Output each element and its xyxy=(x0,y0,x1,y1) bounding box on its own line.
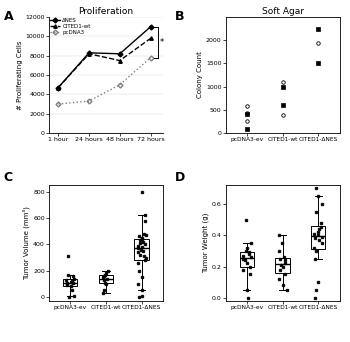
ΔNES xyxy=(118,52,122,56)
ΔNES xyxy=(148,25,153,29)
Text: B: B xyxy=(175,10,184,23)
Y-axis label: Tumor Weight (g): Tumor Weight (g) xyxy=(202,213,209,273)
Title: Proliferation: Proliferation xyxy=(78,7,133,16)
pcDNA3 xyxy=(56,102,60,106)
pcDNA3 xyxy=(118,83,122,87)
Y-axis label: # Proliferating Cells: # Proliferating Cells xyxy=(16,40,22,110)
PathPatch shape xyxy=(275,258,290,273)
PathPatch shape xyxy=(99,275,113,283)
CITED1-wt xyxy=(87,52,91,56)
Text: *: * xyxy=(160,38,164,47)
Line: pcDNA3: pcDNA3 xyxy=(56,56,152,106)
CITED1-wt xyxy=(148,36,153,40)
Text: C: C xyxy=(4,171,13,184)
Y-axis label: Colony Count: Colony Count xyxy=(197,52,203,98)
PathPatch shape xyxy=(63,279,77,286)
CITED1-wt xyxy=(56,86,60,90)
pcDNA3 xyxy=(148,56,153,60)
Y-axis label: Tumor Volume (mm³): Tumor Volume (mm³) xyxy=(23,206,30,280)
Text: D: D xyxy=(175,171,185,184)
Text: A: A xyxy=(4,10,13,23)
PathPatch shape xyxy=(134,239,149,260)
Legend: ΔNES, CITED1-wt, pcDNA3: ΔNES, CITED1-wt, pcDNA3 xyxy=(50,18,91,36)
pcDNA3 xyxy=(87,99,91,103)
Title: Soft Agar: Soft Agar xyxy=(261,7,303,16)
Line: CITED1-wt: CITED1-wt xyxy=(56,37,152,89)
PathPatch shape xyxy=(311,226,325,249)
Line: ΔNES: ΔNES xyxy=(56,25,152,89)
ΔNES xyxy=(56,86,60,90)
PathPatch shape xyxy=(240,252,254,267)
CITED1-wt xyxy=(118,58,122,63)
ΔNES xyxy=(87,51,91,55)
